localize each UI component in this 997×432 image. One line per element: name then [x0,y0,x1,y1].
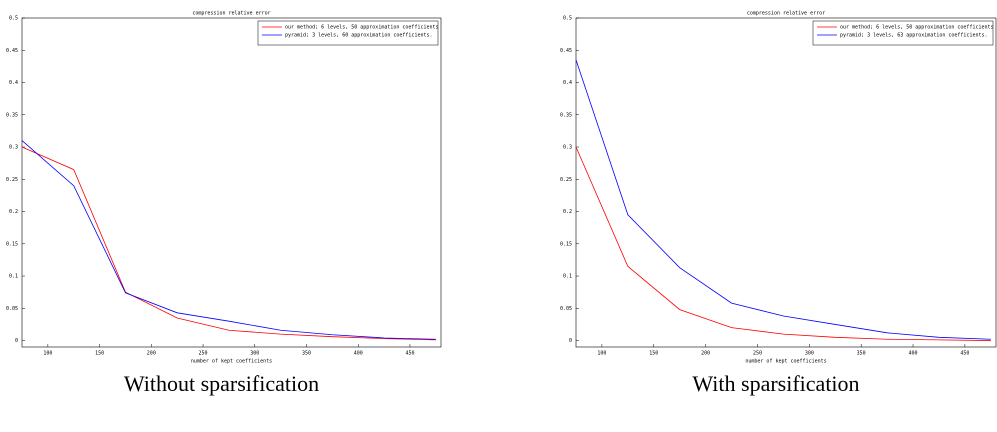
caption: With sparsification [692,371,859,396]
y-tick-label: 0.05 [560,306,572,312]
y-tick-label: 0.15 [560,241,572,247]
y-tick-label: 0.05 [6,306,18,312]
y-tick-label: 0 [569,338,572,344]
y-tick-label: 0.3 [563,145,572,151]
y-tick-label: 0.45 [6,48,18,54]
series-line [21,146,436,341]
x-tick-label: 250 [753,351,762,357]
y-tick-label: 0.5 [9,16,18,22]
legend-label: pyramid; 3 levels, 63 approximation coef… [840,33,988,39]
y-tick-label: 0.15 [6,241,18,247]
x-axis-label: number of kept coefficients [191,359,272,365]
x-tick-label: 350 [857,351,866,357]
y-tick-label: 0.35 [560,112,572,118]
x-tick-label: 150 [95,351,104,357]
series-line [575,146,991,341]
x-tick-label: 200 [701,351,710,357]
y-tick-label: 0.1 [9,274,18,280]
x-tick-label: 200 [147,351,156,357]
legend-label: our method; 6 levels, 50 approximation c… [285,25,439,31]
x-tick-label: 150 [649,351,658,357]
chart-title: compression relative error [747,11,825,17]
x-tick-label: 250 [199,351,208,357]
x-tick-label: 450 [405,351,414,357]
plot-area [21,17,442,348]
plot: 0 0.05 0.1 0.15 0.2 0.25 0.3 0.35 0.4 0.45 0.5 100 1… [6,11,442,396]
x-tick-label: 400 [354,351,363,357]
plot: 0 0.05 0.1 0.15 0.2 0.25 0.3 0.35 0.4 0.45 0.5 100 1… [560,11,997,396]
y-tick-label: 0.1 [563,274,572,280]
series-line [21,140,436,340]
legend-box [257,20,439,46]
x-tick-label: 100 [597,351,606,357]
plot-area [575,17,997,348]
y-tick-label: 0.35 [6,112,18,118]
x-tick-label: 300 [805,351,814,357]
y-tick-label: 0.5 [563,16,572,22]
y-tick-label: 0 [15,338,18,344]
x-axis-label: number of kept coefficients [745,359,826,365]
x-tick-label: 350 [302,351,311,357]
y-tick-label: 0.45 [560,48,572,54]
series-line [575,59,991,340]
legend-label: pyramid; 3 levels, 60 approximation coef… [285,33,433,39]
y-tick-label: 0.4 [9,80,18,86]
x-tick-label: 100 [43,351,52,357]
legend-box [812,20,994,46]
x-tick-label: 300 [250,351,259,357]
y-tick-label: 0.3 [9,145,18,151]
chart-title: compression relative error [192,11,270,17]
x-tick-label: 450 [960,351,969,357]
y-tick-label: 0.2 [563,209,572,215]
legend-label: our method; 6 levels, 50 approximation c… [840,25,994,31]
y-tick-label: 0.4 [563,80,572,86]
y-tick-label: 0.25 [6,177,18,183]
caption: Without sparsification [124,371,319,396]
y-tick-label: 0.2 [9,209,18,215]
y-tick-label: 0.25 [560,177,572,183]
x-tick-label: 400 [909,351,918,357]
